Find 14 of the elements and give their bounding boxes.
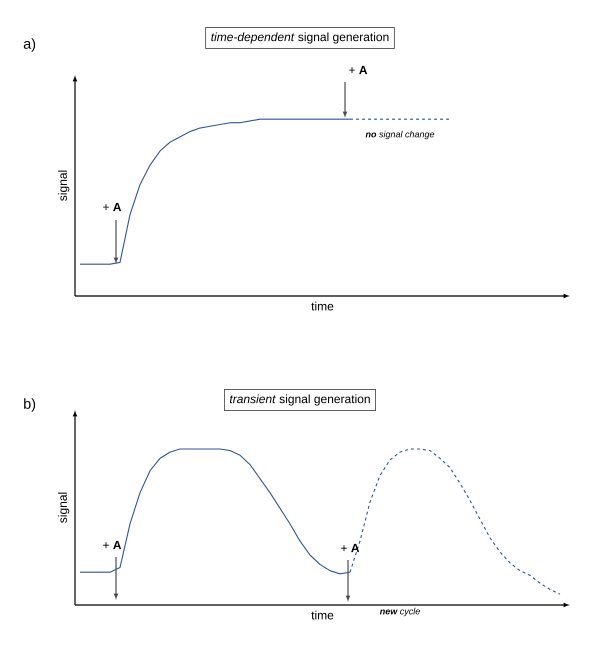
text: b): [24, 398, 36, 412]
text: a): [24, 38, 36, 52]
y-axis-title: signal: [58, 170, 70, 201]
x-axis-title: time: [311, 302, 334, 310]
text: new cycle: [380, 608, 420, 616]
x-axis-title: time: [311, 610, 334, 620]
annotation: + A: [341, 544, 360, 552]
annotation: no signal change: [366, 130, 434, 140]
text: + A: [349, 66, 368, 74]
y-axis-title: signal: [58, 492, 70, 523]
annotation: + A: [103, 540, 122, 550]
chart-title: time-dependent signal generation: [211, 32, 388, 44]
annotation: + A: [103, 202, 122, 212]
chart-title: transient signal generation: [230, 394, 370, 406]
